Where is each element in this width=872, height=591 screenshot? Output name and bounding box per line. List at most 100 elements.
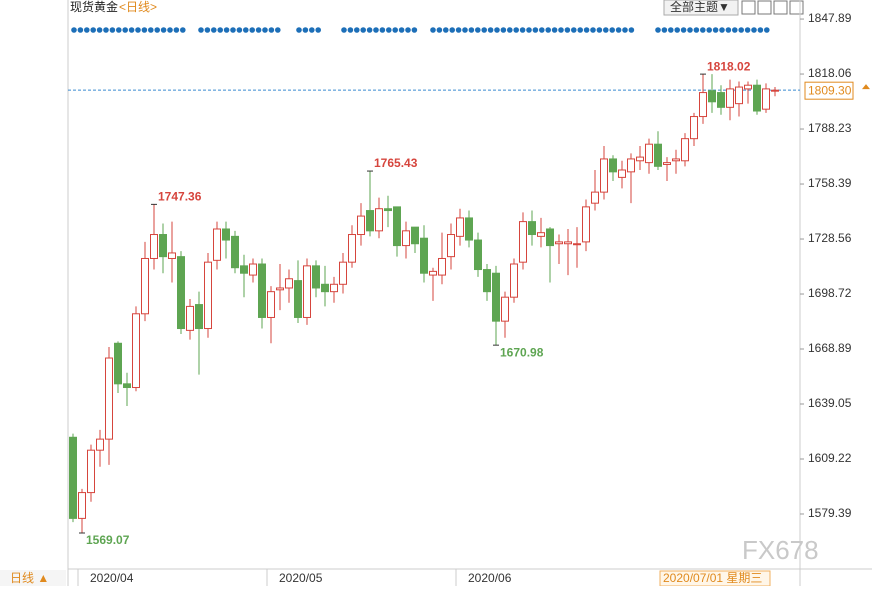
candle-body <box>276 287 284 291</box>
candle-body <box>123 383 131 389</box>
icon-button[interactable] <box>789 0 804 15</box>
candle-body <box>483 269 491 293</box>
event-dot <box>198 27 204 33</box>
event-dot <box>268 27 275 33</box>
event-dot <box>725 27 732 33</box>
candle-body <box>393 206 401 247</box>
event-dot <box>449 27 456 33</box>
event-dot <box>628 27 635 33</box>
event-dot <box>154 27 160 33</box>
candle-body <box>96 438 104 451</box>
event-dot <box>583 27 590 33</box>
y-tick-label: 1728.56 <box>808 231 852 245</box>
event-dot <box>128 27 135 33</box>
candle-body <box>402 230 410 247</box>
event-dot <box>519 27 526 33</box>
candle-body <box>249 263 257 276</box>
candle-body <box>564 241 572 245</box>
event-dot <box>751 27 757 33</box>
candle-body <box>150 234 158 259</box>
event-dot <box>609 27 615 33</box>
candle-body <box>294 280 302 318</box>
event-dot <box>564 27 571 33</box>
bottom-period[interactable]: 日线 ▲ <box>10 571 49 585</box>
event-dot <box>71 27 77 33</box>
candle-body <box>447 234 455 258</box>
candle-body <box>591 191 599 204</box>
candle-body <box>87 449 95 494</box>
event-dot <box>615 27 622 33</box>
event-dot <box>719 27 725 33</box>
event-dot <box>712 27 719 33</box>
event-dot <box>468 27 475 33</box>
chart-title: 现货黄金 <box>70 0 118 14</box>
y-tick-label: 1668.89 <box>808 341 852 355</box>
candle-body <box>285 278 293 289</box>
event-dot <box>539 27 545 33</box>
event-dot <box>462 27 468 33</box>
candle-body <box>420 237 428 274</box>
candle-body <box>519 221 527 263</box>
event-dot <box>230 27 236 33</box>
extreme-label: 1670.98 <box>500 345 544 359</box>
extreme-label: 1569.07 <box>86 533 130 547</box>
event-dot <box>430 27 436 33</box>
icon-button[interactable] <box>741 0 756 15</box>
period-selector[interactable]: <日线> <box>119 0 157 14</box>
candle-body <box>645 143 653 164</box>
event-dot <box>475 27 481 33</box>
candle-body <box>159 234 167 258</box>
event-dot <box>513 27 519 33</box>
candle-body <box>375 208 383 232</box>
event-dot <box>507 27 513 33</box>
event-dot <box>411 27 418 33</box>
event-dot <box>500 27 507 33</box>
event-dot <box>386 27 392 33</box>
event-dot <box>84 27 90 33</box>
event-dot <box>148 27 154 33</box>
event-dot <box>596 27 603 33</box>
candle-body <box>528 221 536 236</box>
y-tick-label: 1758.39 <box>808 176 852 190</box>
event-dot <box>173 27 180 33</box>
candle-body <box>690 116 698 140</box>
event-dot <box>487 27 494 33</box>
candle-body <box>573 243 581 246</box>
event-dot <box>571 27 577 33</box>
event-dot <box>693 27 700 33</box>
candle-body <box>474 239 482 271</box>
candle-body <box>258 263 266 318</box>
candle-body <box>222 228 230 241</box>
candle-body <box>204 261 212 330</box>
candle-body <box>456 217 464 237</box>
y-tick-label: 1818.06 <box>808 66 852 80</box>
event-dot <box>668 27 674 33</box>
candle-body <box>141 257 149 315</box>
candle-body <box>501 296 509 322</box>
event-dot <box>223 27 230 33</box>
icon-button[interactable] <box>757 0 772 15</box>
candle-body <box>303 265 311 318</box>
candle-body <box>429 270 437 276</box>
candle-body <box>672 158 680 162</box>
y-tick-label: 1579.39 <box>808 506 852 520</box>
theme-menu[interactable]: 全部主题▼ <box>670 0 730 14</box>
y-tick-label: 1847.89 <box>808 11 852 25</box>
event-dot <box>590 27 596 33</box>
event-dot <box>455 27 462 33</box>
candle-body <box>492 272 500 322</box>
theme-menu-box[interactable] <box>663 0 739 16</box>
event-dot <box>398 27 405 33</box>
candle-body <box>699 92 707 118</box>
event-dot <box>309 27 315 33</box>
event-dot <box>275 27 281 33</box>
icon-button[interactable] <box>773 0 788 15</box>
event-dot <box>700 27 706 33</box>
event-dot <box>211 27 217 33</box>
event-dot <box>341 27 347 33</box>
event-dot <box>379 27 386 33</box>
candle-body <box>600 158 608 193</box>
event-dot <box>603 27 609 33</box>
event-dot <box>122 27 128 33</box>
